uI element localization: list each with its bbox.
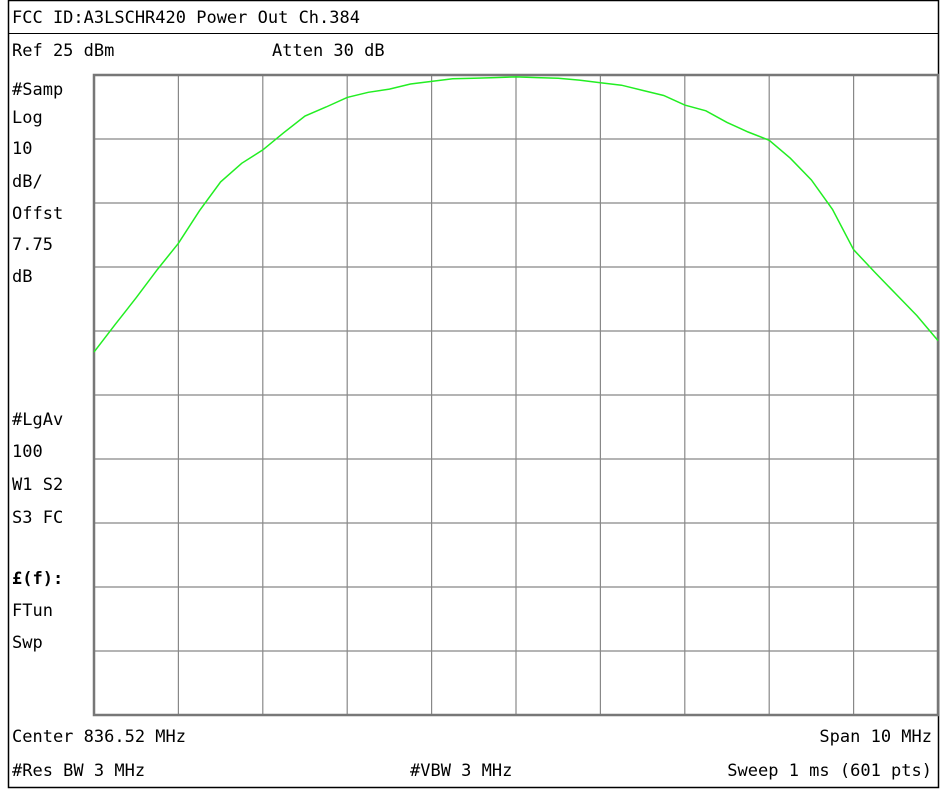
center-frequency: Center 836.52 MHz (12, 727, 186, 747)
side-label: 7.75 (12, 235, 53, 255)
title: FCC ID:A3LSCHR420 Power Out Ch.384 (12, 8, 360, 28)
side-label: £(f): (12, 569, 63, 589)
vbw: #VBW 3 MHz (410, 761, 512, 781)
side-label: Offst (12, 204, 63, 224)
res-bw: #Res BW 3 MHz (12, 761, 145, 781)
side-label: Log (12, 108, 43, 128)
side-label: FTun (12, 601, 53, 621)
attenuation: Atten 30 dB (272, 41, 385, 61)
ref-level: Ref 25 dBm (12, 41, 114, 61)
trace (93, 76, 939, 353)
side-label: Swp (12, 633, 43, 653)
sweep: Sweep 1 ms (601 pts) (727, 761, 932, 781)
side-label: #Samp (12, 80, 63, 100)
side-label: S3 FC (12, 508, 63, 528)
side-label: dB/ (12, 172, 43, 192)
side-label: dB (12, 267, 32, 287)
side-label: W1 S2 (12, 475, 63, 495)
plot-frame (92, 73, 940, 717)
screen-border (7, 0, 940, 789)
side-label: 10 (12, 139, 32, 159)
span: Span 10 MHz (819, 727, 932, 747)
side-label: #LgAv (12, 410, 63, 430)
side-label: 100 (12, 442, 43, 462)
